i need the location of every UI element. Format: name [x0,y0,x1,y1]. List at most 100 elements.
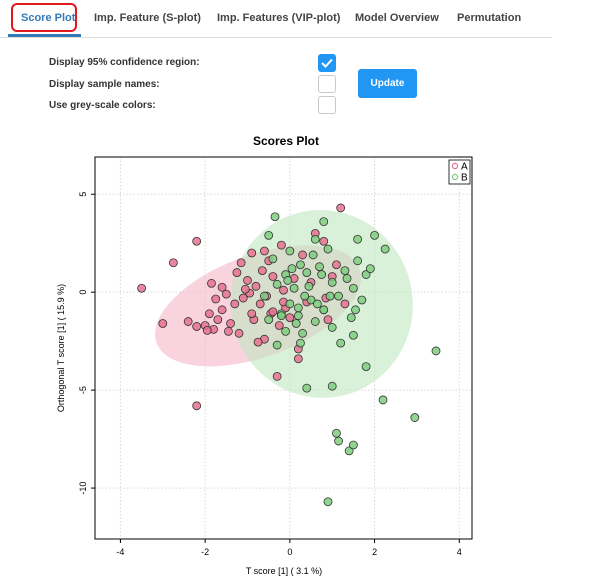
y-tick-label: -10 [78,482,88,495]
score-point-a [168,258,178,268]
x-tick-label: 4 [457,547,462,557]
score-point-a [137,283,146,293]
score-point-b [365,264,375,274]
x-tick-label: -4 [116,547,124,557]
score-point-b [289,283,299,293]
score-point-a [293,354,303,364]
score-point-b [298,328,307,338]
score-point-a [207,278,216,288]
score-point-b [272,279,282,289]
score-point-b [285,246,295,256]
score-point-a [336,203,346,213]
score-point-b [285,299,295,309]
tab-imp-feature-splot[interactable]: Imp. Feature (S-plot) [94,12,201,24]
score-point-a [298,250,307,260]
legend-label-b: B [461,173,468,184]
score-point-a [238,293,248,303]
grey-scale-label: Use grey-scale colors: [49,100,156,111]
score-point-a [268,307,278,317]
score-point-b [327,277,337,287]
tab-score-plot[interactable]: Score Plot [21,12,76,24]
confidence-region-label: Display 95% confidence region: [49,57,200,68]
update-button[interactable]: Update [358,69,417,98]
score-point-b [302,383,312,393]
score-point-b [315,262,324,272]
score-point-b [361,362,371,372]
score-point-a [224,326,233,336]
score-point-a [192,401,202,411]
score-point-b [327,323,337,332]
y-tick-label: -5 [78,386,88,394]
score-point-a [211,294,221,304]
legend-label-a: A [461,162,468,173]
score-point-b [325,291,335,301]
score-point-b [296,338,305,348]
y-tick-label: 5 [78,192,88,197]
score-point-a [232,268,242,277]
tab-bar: Score Plot Imp. Feature (S-plot) Imp. Fe… [0,0,552,38]
score-point-a [236,258,246,268]
score-point-b [306,295,316,305]
score-point-b [348,283,358,293]
score-point-b [380,244,390,254]
score-point-a [204,309,214,319]
score-point-b [361,270,371,279]
score-point-a [202,325,212,335]
score-point-a [183,317,193,326]
score-point-b [310,317,320,326]
tab-permutation[interactable]: Permutation [457,12,522,24]
score-point-b [410,413,420,422]
score-point-b [323,244,333,254]
score-point-a [213,315,223,324]
score-point-b [312,299,322,309]
score-point-b [334,436,343,446]
chart-title: Scores Plot [253,134,319,148]
score-point-b [260,291,269,301]
score-point-a [323,315,333,324]
score-point-b [304,281,314,291]
tab-imp-features-vip-plot[interactable]: Imp. Features (VIP-plot) [217,12,341,24]
scores-plot-chart: Scores Plot -4 -2 0 2 4 5 0 -5 -10 T score [1] … [56,134,473,576]
score-point-a [340,299,350,309]
score-point-b [327,381,337,391]
score-point-b [291,319,301,328]
tab-model-overview[interactable]: Model Overview [355,12,439,24]
score-point-a [319,236,329,246]
score-point-b [342,274,352,283]
score-point-b [319,217,329,227]
score-point-a [257,266,267,276]
score-point-b [370,230,379,240]
score-point-b [281,326,291,336]
grey-scale-checkbox[interactable] [318,96,336,114]
score-point-a [217,305,227,315]
score-point-a [260,246,269,256]
score-point-a [234,328,244,338]
legend: A B [448,159,471,185]
score-point-a [253,337,263,347]
score-point-b [340,266,350,276]
score-point-b [323,497,333,507]
x-axis-label: T score [1] ( 3.1 %) [246,566,322,576]
score-point-b [287,264,297,274]
sample-names-checkbox[interactable] [318,75,336,93]
score-point-a [255,299,265,309]
score-point-a [247,248,257,258]
score-point-b [296,260,305,270]
score-point-b [319,305,329,315]
score-point-b [332,428,341,438]
confidence-region-checkbox[interactable] [318,54,336,72]
score-point-a [243,276,252,285]
score-point-b [348,330,358,340]
score-point-a [158,319,168,328]
score-point-a [247,309,257,319]
score-point-a [230,299,240,309]
score-point-b [348,440,358,450]
score-point-b [302,268,312,277]
score-point-b [270,212,280,222]
score-point-b [346,313,356,323]
score-point-b [336,338,346,348]
score-point-a [332,260,341,270]
score-point-a [192,322,202,331]
plot-frame [94,156,473,540]
score-point-b [353,256,363,266]
